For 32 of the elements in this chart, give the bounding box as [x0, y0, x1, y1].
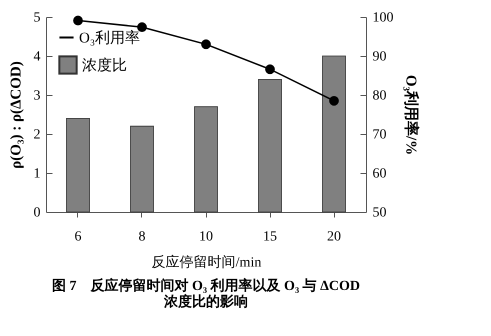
legend-label: 浓度比 — [82, 57, 127, 74]
y-tick-label: 5 — [34, 10, 40, 26]
bar — [322, 56, 346, 212]
point — [73, 16, 83, 26]
x-tick-label: 10 — [199, 230, 213, 244]
y2-tick-label: 60 — [372, 166, 386, 182]
bar — [66, 118, 90, 212]
x-axis-title: 反应停留时间/min — [152, 254, 262, 270]
bar — [194, 106, 218, 212]
y2-tick-label: 50 — [372, 206, 386, 220]
y-axis-title: ρ(O₃) : ρ(ΔCOD) — [8, 61, 24, 169]
y2-axis-title: O₃利用率/% — [402, 74, 420, 156]
point — [265, 64, 275, 74]
y-tick-label: 4 — [34, 50, 40, 64]
bar — [130, 126, 154, 212]
y-tick-label: 1 — [34, 166, 40, 182]
y-tick-label: 0 — [34, 206, 40, 220]
point — [329, 96, 339, 106]
x-tick-label: 20 — [327, 230, 341, 244]
y2-tick-label: 100 — [372, 10, 394, 26]
bar — [258, 79, 282, 212]
x-tick-label: 8 — [138, 230, 146, 244]
y2-tick-label: 70 — [372, 128, 386, 142]
point — [201, 39, 211, 50]
legend-label: O₃利用率 — [79, 30, 140, 46]
x-tick-label: 15 — [263, 230, 277, 244]
text: 图 7 反应停留时间对 O₃ 利用率以及 O₃ 与 ΔCOD 浓度比的影响 — [52, 277, 360, 310]
y2-tick-label: 80 — [372, 88, 386, 104]
y-tick-label: 2 — [34, 128, 40, 142]
x-tick-label: 6 — [74, 230, 82, 244]
y2-tick-label: 90 — [372, 50, 386, 64]
y-tick-label: 3 — [34, 88, 40, 104]
